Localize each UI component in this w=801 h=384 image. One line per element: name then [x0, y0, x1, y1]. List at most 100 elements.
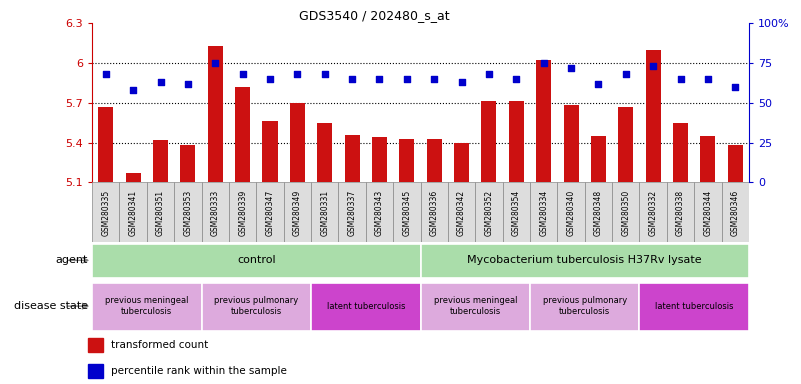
Bar: [256, 182, 284, 242]
Bar: [88, 338, 103, 352]
Bar: [202, 283, 311, 331]
Bar: [612, 182, 639, 242]
Bar: [119, 182, 147, 242]
Text: disease state: disease state: [14, 301, 88, 311]
Text: GSM280333: GSM280333: [211, 190, 219, 236]
Point: [373, 76, 386, 82]
Bar: [666, 182, 694, 242]
Text: GSM280350: GSM280350: [622, 190, 630, 236]
Text: GSM280342: GSM280342: [457, 190, 466, 236]
Bar: [557, 182, 585, 242]
Bar: [509, 101, 524, 182]
Bar: [311, 182, 339, 242]
Text: Mycobacterium tuberculosis H37Rv lysate: Mycobacterium tuberculosis H37Rv lysate: [468, 255, 702, 265]
Bar: [92, 244, 421, 278]
Bar: [421, 244, 749, 278]
Bar: [263, 121, 277, 182]
Bar: [180, 145, 195, 182]
Text: previous meningeal
tuberculosis: previous meningeal tuberculosis: [105, 296, 188, 316]
Bar: [92, 182, 119, 242]
Bar: [481, 101, 497, 182]
Text: previous meningeal
tuberculosis: previous meningeal tuberculosis: [433, 296, 517, 316]
Bar: [207, 46, 223, 182]
Bar: [88, 364, 103, 378]
Bar: [153, 140, 168, 182]
Point: [209, 60, 222, 66]
Text: GSM280341: GSM280341: [129, 190, 138, 236]
Point: [400, 76, 413, 82]
Bar: [722, 182, 749, 242]
Point: [127, 87, 139, 93]
Point: [318, 71, 331, 77]
Text: GSM280353: GSM280353: [183, 190, 192, 236]
Text: GSM280332: GSM280332: [649, 190, 658, 236]
Bar: [475, 182, 503, 242]
Text: GSM280345: GSM280345: [402, 190, 412, 236]
Bar: [591, 136, 606, 182]
Bar: [536, 60, 551, 182]
Bar: [700, 136, 715, 182]
Bar: [235, 87, 250, 182]
Bar: [728, 145, 743, 182]
Bar: [175, 182, 202, 242]
Text: latent tuberculosis: latent tuberculosis: [327, 301, 405, 311]
Text: GSM280352: GSM280352: [485, 190, 493, 236]
Text: GSM280343: GSM280343: [375, 190, 384, 236]
Point: [729, 84, 742, 90]
Bar: [202, 182, 229, 242]
Bar: [694, 182, 722, 242]
Text: transformed count: transformed count: [111, 340, 207, 350]
Bar: [421, 283, 530, 331]
Text: GSM280344: GSM280344: [703, 190, 712, 236]
Bar: [618, 107, 634, 182]
Title: GDS3540 / 202480_s_at: GDS3540 / 202480_s_at: [300, 9, 450, 22]
Bar: [421, 182, 448, 242]
Bar: [372, 137, 387, 182]
Text: GSM280351: GSM280351: [156, 190, 165, 236]
Text: latent tuberculosis: latent tuberculosis: [655, 301, 734, 311]
Text: GSM280334: GSM280334: [539, 190, 548, 236]
Bar: [530, 182, 557, 242]
Bar: [126, 173, 141, 182]
Bar: [564, 105, 578, 182]
Text: GSM280338: GSM280338: [676, 190, 685, 236]
Bar: [229, 182, 256, 242]
Point: [646, 63, 659, 69]
Point: [291, 71, 304, 77]
Bar: [147, 182, 175, 242]
Bar: [639, 182, 666, 242]
Bar: [92, 283, 202, 331]
Text: percentile rank within the sample: percentile rank within the sample: [111, 366, 287, 376]
Point: [592, 81, 605, 87]
Text: GSM280339: GSM280339: [238, 190, 248, 236]
Bar: [290, 103, 305, 182]
Point: [182, 81, 195, 87]
Bar: [503, 182, 530, 242]
Point: [510, 76, 523, 82]
Text: GSM280354: GSM280354: [512, 190, 521, 236]
Point: [565, 65, 578, 71]
Bar: [448, 182, 475, 242]
Text: GSM280335: GSM280335: [101, 190, 111, 236]
Text: GSM280348: GSM280348: [594, 190, 603, 236]
Point: [455, 79, 468, 85]
Point: [264, 76, 276, 82]
Bar: [639, 283, 749, 331]
Bar: [344, 134, 360, 182]
Text: previous pulmonary
tuberculosis: previous pulmonary tuberculosis: [214, 296, 299, 316]
Bar: [311, 283, 421, 331]
Bar: [454, 142, 469, 182]
Text: GSM280331: GSM280331: [320, 190, 329, 236]
Text: GSM280349: GSM280349: [293, 190, 302, 236]
Point: [99, 71, 112, 77]
Bar: [393, 182, 421, 242]
Point: [674, 76, 687, 82]
Bar: [400, 139, 414, 182]
Bar: [366, 182, 393, 242]
Text: agent: agent: [56, 255, 88, 265]
Bar: [317, 122, 332, 182]
Point: [619, 71, 632, 77]
Text: previous pulmonary
tuberculosis: previous pulmonary tuberculosis: [542, 296, 627, 316]
Point: [428, 76, 441, 82]
Bar: [646, 50, 661, 182]
